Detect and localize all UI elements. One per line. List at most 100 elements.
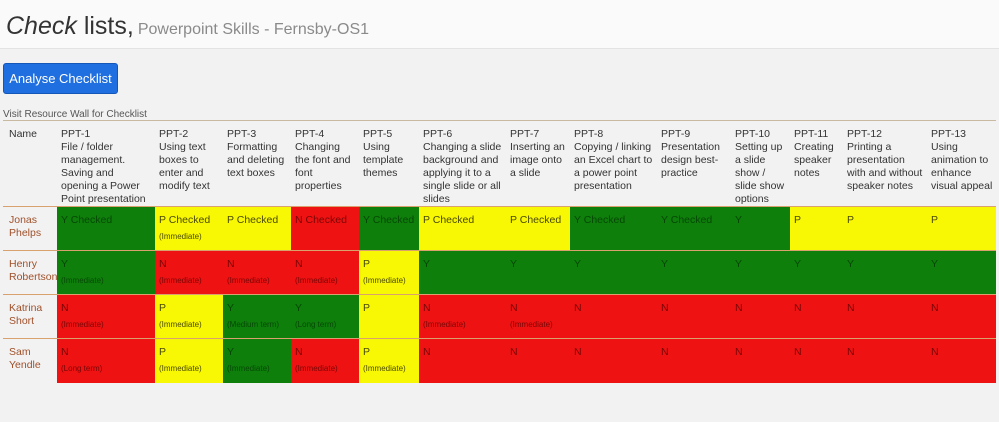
- column-header-ppt-11: PPT-11 Creating speaker notes: [790, 121, 843, 207]
- status-cell[interactable]: N: [790, 338, 843, 383]
- status-text: N: [735, 346, 743, 358]
- status-text: P Checked: [227, 214, 279, 226]
- timeframe-text: (Immediate): [61, 276, 104, 285]
- column-header-ppt-12: PPT-12 Printing a presentation with and w…: [843, 121, 927, 207]
- resource-wall-link[interactable]: Visit Resource Wall for Checklist: [3, 109, 147, 120]
- status-cell[interactable]: N: [657, 338, 731, 383]
- status-text: N: [227, 258, 235, 270]
- status-text: N: [847, 346, 855, 358]
- timeframe-text: (Immediate): [423, 320, 466, 329]
- student-name[interactable]: Henry Robertson: [3, 250, 57, 295]
- status-text: N: [794, 302, 802, 314]
- status-cell[interactable]: P (Immediate): [155, 338, 223, 383]
- status-cell[interactable]: N: [419, 338, 506, 383]
- status-cell[interactable]: P: [359, 294, 419, 339]
- timeframe-text: (Immediate): [159, 320, 202, 329]
- status-cell[interactable]: N: [927, 338, 996, 383]
- status-cell[interactable]: P: [843, 206, 927, 251]
- status-text: N: [295, 346, 303, 358]
- status-cell[interactable]: N (Immediate): [155, 250, 223, 295]
- status-cell[interactable]: Y: [731, 206, 790, 251]
- status-cell[interactable]: P Checked (Immediate): [155, 206, 223, 251]
- column-description: File / folder management. Saving and ope…: [61, 141, 146, 205]
- status-cell[interactable]: N: [927, 294, 996, 339]
- status-text: P: [794, 214, 802, 226]
- status-text: Y: [295, 302, 303, 314]
- column-header-ppt-7: PPT-7 Inserting an image onto a slide: [506, 121, 570, 207]
- status-text: Y: [931, 258, 939, 270]
- status-cell[interactable]: Y (Immediate): [223, 338, 291, 383]
- status-cell[interactable]: Y (Long term): [291, 294, 359, 339]
- status-cell[interactable]: P Checked: [223, 206, 291, 251]
- status-cell[interactable]: N: [657, 294, 731, 339]
- column-code: PPT-8: [574, 128, 604, 140]
- status-cell[interactable]: Y (Immediate): [57, 250, 155, 295]
- status-cell[interactable]: N: [790, 294, 843, 339]
- column-description: Changing a slide background and applying…: [423, 141, 502, 205]
- page-subtitle: Powerpoint Skills - Fernsby-OS1: [137, 21, 370, 38]
- column-description: Using animation to enhance visual appeal: [931, 141, 993, 192]
- column-description: Using template themes: [363, 141, 404, 179]
- student-name[interactable]: Sam Yendle: [3, 338, 57, 383]
- column-code: PPT-6: [423, 128, 453, 140]
- status-cell[interactable]: Y: [927, 250, 996, 295]
- status-cell[interactable]: N: [731, 294, 790, 339]
- column-header-ppt-2: PPT-2 Using text boxes to enter and modif…: [155, 121, 223, 207]
- status-text: N: [423, 346, 431, 358]
- status-cell[interactable]: P Checked: [419, 206, 506, 251]
- analyse-checklist-button[interactable]: Analyse Checklist: [3, 63, 118, 94]
- status-cell[interactable]: Y Checked: [57, 206, 155, 251]
- status-cell[interactable]: Y: [731, 250, 790, 295]
- status-cell[interactable]: N: [506, 338, 570, 383]
- status-cell[interactable]: N (Immediate): [419, 294, 506, 339]
- status-cell[interactable]: Y: [790, 250, 843, 295]
- status-text: N: [510, 302, 518, 314]
- status-cell[interactable]: N (Immediate): [291, 250, 359, 295]
- status-cell[interactable]: Y Checked: [657, 206, 731, 251]
- status-cell[interactable]: Y: [506, 250, 570, 295]
- status-cell[interactable]: N: [843, 294, 927, 339]
- student-name[interactable]: Jonas Phelps: [3, 206, 57, 251]
- status-cell[interactable]: P: [927, 206, 996, 251]
- status-text: Y Checked: [661, 214, 713, 226]
- status-text: Y: [61, 258, 69, 270]
- status-cell[interactable]: Y Checked: [359, 206, 419, 251]
- status-text: Y Checked: [61, 214, 113, 226]
- status-cell[interactable]: N (Immediate): [57, 294, 155, 339]
- timeframe-text: (Immediate): [159, 276, 202, 285]
- status-text: Y: [735, 214, 743, 226]
- student-name[interactable]: Katrina Short: [3, 294, 57, 339]
- status-cell[interactable]: N: [570, 338, 657, 383]
- status-cell[interactable]: N (Long term): [57, 338, 155, 383]
- status-text: N: [159, 258, 167, 270]
- status-cell[interactable]: P (Immediate): [359, 338, 419, 383]
- status-cell[interactable]: N (Immediate): [291, 338, 359, 383]
- column-code: PPT-11: [794, 128, 829, 140]
- status-text: N: [931, 302, 939, 314]
- status-text: Y: [227, 346, 235, 358]
- status-cell[interactable]: Y: [843, 250, 927, 295]
- column-code: PPT-2: [159, 128, 189, 140]
- status-cell[interactable]: P (Immediate): [155, 294, 223, 339]
- status-cell[interactable]: N: [570, 294, 657, 339]
- status-cell[interactable]: Y (Medium term): [223, 294, 291, 339]
- timeframe-text: (Medium term): [227, 320, 280, 329]
- status-cell[interactable]: N (Immediate): [506, 294, 570, 339]
- status-cell[interactable]: N: [843, 338, 927, 383]
- status-cell[interactable]: P: [790, 206, 843, 251]
- status-cell[interactable]: P Checked: [506, 206, 570, 251]
- status-cell[interactable]: N Checked: [291, 206, 359, 251]
- status-cell[interactable]: Y: [570, 250, 657, 295]
- status-cell[interactable]: N: [731, 338, 790, 383]
- status-text: N: [61, 346, 69, 358]
- status-text: Y: [227, 302, 235, 314]
- page-title: Check lists, Powerpoint Skills - Fernsby-…: [6, 12, 369, 44]
- status-cell[interactable]: P (Immediate): [359, 250, 419, 295]
- status-cell[interactable]: Y Checked: [570, 206, 657, 251]
- status-cell[interactable]: N (Immediate): [223, 250, 291, 295]
- column-header-ppt-6: PPT-6 Changing a slide background and app…: [419, 121, 506, 207]
- status-text: N: [574, 346, 582, 358]
- status-cell[interactable]: Y: [657, 250, 731, 295]
- status-text: N: [661, 302, 669, 314]
- status-cell[interactable]: Y: [419, 250, 506, 295]
